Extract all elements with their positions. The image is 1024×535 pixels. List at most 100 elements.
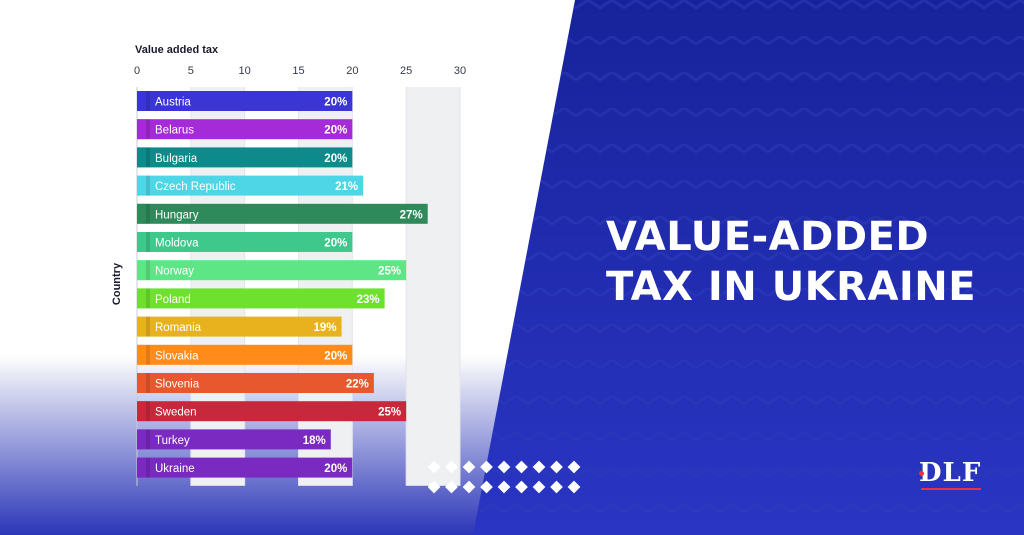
headline: VALUE-ADDED TAX IN UKRAINE (606, 212, 976, 312)
diamond-dot-icon (550, 460, 563, 474)
diamond-dot-icon (428, 460, 441, 474)
bar-accent-shade (146, 119, 150, 140)
diamond-dot-icon (497, 460, 511, 474)
y-axis-title: Country (111, 262, 123, 305)
diamond-dot-icon (567, 480, 581, 494)
bar-accent-shade (146, 91, 150, 111)
bar-accent (137, 429, 146, 450)
bar-value-label: 25% (378, 407, 401, 419)
bar-value-label: 23% (357, 294, 380, 306)
bar-value-label: 25% (378, 266, 401, 278)
x-tick-label: 20 (346, 65, 358, 77)
logo-underline (921, 488, 981, 490)
bar-accent (137, 175, 146, 196)
bar-accent (137, 316, 146, 337)
bar-accent (137, 457, 146, 478)
bar (137, 260, 407, 281)
bar-category-label: Moldova (155, 238, 199, 250)
bar-accent-shade (146, 401, 150, 422)
bar-accent (137, 119, 146, 140)
grid-band (298, 87, 353, 486)
bar-accent (137, 373, 146, 393)
bar-accent-shade (146, 316, 150, 337)
bar-accent-shade (146, 175, 150, 196)
bar-category-label: Poland (155, 294, 191, 306)
x-tick-label: 30 (454, 65, 466, 77)
bar (137, 316, 342, 337)
logo-text: DLF (919, 458, 982, 488)
diamond-dot-icon (428, 480, 441, 494)
bar-accent (137, 288, 146, 309)
bar-value-label: 18% (303, 435, 326, 447)
diamond-dot-icon (462, 480, 476, 494)
x-tick-label: 10 (239, 65, 251, 77)
bar-value-label: 27% (400, 209, 423, 221)
bar-value-label: 22% (346, 379, 369, 391)
x-tick-label: 25 (400, 65, 412, 77)
bar (137, 175, 364, 196)
bar (137, 373, 374, 393)
logo-dot-icon (919, 471, 924, 476)
bar (137, 457, 353, 478)
bar-accent-shade (146, 232, 150, 252)
x-axis-title: Value added tax (135, 44, 219, 56)
diamond-dot-icon (567, 460, 581, 474)
bar-value-label: 20% (324, 238, 347, 250)
bar-accent (137, 344, 146, 365)
bar-category-label: Austria (155, 97, 191, 109)
dlf-logo: DLF (919, 458, 989, 496)
bar-value-label: 20% (324, 125, 347, 137)
bar-accent-shade (146, 147, 150, 168)
bar-value-label: 20% (324, 463, 347, 475)
bar-accent (137, 260, 146, 281)
bar-accent (137, 203, 146, 224)
bar (137, 119, 353, 140)
diamond-dot-icon (480, 480, 493, 494)
diamond-dot-icon (532, 480, 546, 494)
diamond-dot-icon (480, 460, 493, 474)
bar (137, 288, 385, 309)
diamond-dot-icon (462, 460, 476, 474)
bar-accent-shade (146, 429, 150, 450)
bar-accent (137, 401, 146, 422)
bar (137, 147, 353, 168)
bar-category-label: Czech Republic (155, 181, 236, 193)
diamond-dot-icon (497, 480, 511, 494)
diamond-dot-icon (445, 480, 458, 494)
headline-line-1: VALUE-ADDED (606, 214, 930, 260)
bar-category-label: Norway (155, 266, 194, 278)
bar-category-label: Sweden (155, 407, 197, 419)
bar-value-label: 20% (324, 153, 347, 165)
grid-band (406, 87, 460, 486)
bar-category-label: Bulgaria (155, 153, 198, 165)
bar-accent-shade (146, 288, 150, 309)
bar-category-label: Romania (155, 322, 202, 334)
bar-category-label: Belarus (155, 125, 194, 137)
bar (137, 91, 353, 111)
diamond-dot-icon (515, 480, 528, 494)
bar-accent-shade (146, 203, 150, 224)
bar-category-label: Turkey (155, 435, 190, 447)
x-tick-label: 0 (134, 65, 140, 77)
x-tick-label: 5 (188, 65, 194, 77)
grid-band (190, 87, 245, 486)
bar-category-label: Hungary (155, 209, 199, 221)
bar-category-label: Slovakia (155, 350, 199, 362)
diamond-dot-icon (445, 460, 458, 474)
bar-accent (137, 147, 146, 168)
x-tick-label: 15 (292, 65, 304, 77)
bar (137, 429, 331, 450)
diamond-dots-decoration (428, 460, 581, 494)
bar-accent-shade (146, 457, 150, 478)
bar-accent-shade (146, 260, 150, 281)
bar (137, 203, 428, 224)
diamond-dot-icon (532, 460, 546, 474)
zigzag-pattern (473, 0, 1024, 535)
bar-accent-shade (146, 344, 150, 365)
bar (137, 344, 353, 365)
bar-value-label: 20% (324, 97, 347, 109)
bar-accent-shade (146, 373, 150, 393)
diamond-dot-icon (515, 460, 528, 474)
bar-accent (137, 91, 146, 111)
